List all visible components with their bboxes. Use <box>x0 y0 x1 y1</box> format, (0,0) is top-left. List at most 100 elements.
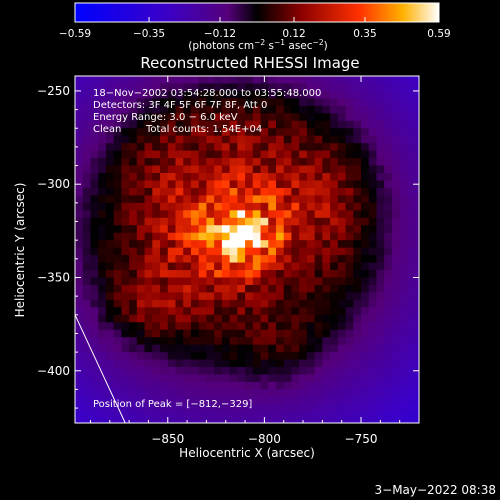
heatmap-cell <box>152 76 161 85</box>
heatmap-cell <box>245 389 254 398</box>
heatmap-cell <box>345 307 354 316</box>
heatmap-cell <box>183 195 192 204</box>
heatmap-cell <box>206 150 215 159</box>
heatmap-cell <box>415 247 419 256</box>
heatmap-cell <box>229 277 238 286</box>
heatmap-cell <box>415 165 419 174</box>
heatmap-cell <box>160 150 169 159</box>
heatmap-cell <box>291 247 300 256</box>
heatmap-cell <box>105 247 115 256</box>
heatmap-cell <box>283 299 293 308</box>
heatmap-cell <box>283 90 293 99</box>
heatmap-cell <box>283 255 293 264</box>
heatmap-cell <box>121 389 130 398</box>
heatmap-cell <box>268 284 277 294</box>
heatmap-cell <box>353 202 362 211</box>
heatmap-cell <box>221 150 231 159</box>
heatmap-cell <box>113 195 122 204</box>
heatmap-cell <box>105 337 115 346</box>
heatmap-cell <box>423 300 431 308</box>
heatmap-cell <box>291 255 300 264</box>
heatmap-cell <box>152 113 161 122</box>
heatmap-cell <box>245 128 254 137</box>
heatmap-cell <box>415 314 419 323</box>
heatmap-cell <box>98 381 107 391</box>
heatmap-cell <box>423 173 431 181</box>
heatmap-cell <box>330 337 339 346</box>
heatmap-cell <box>90 105 99 114</box>
heatmap-cell <box>353 232 362 241</box>
heatmap-cell <box>376 277 385 286</box>
heatmap-cell <box>268 381 277 391</box>
heatmap-cell <box>376 344 385 353</box>
heatmap-cell <box>353 135 362 144</box>
heatmap-cell <box>330 381 339 391</box>
heatmap-cell <box>121 381 130 391</box>
heatmap-cell <box>283 240 293 249</box>
heatmap-cell <box>384 180 393 189</box>
heatmap-cell <box>214 299 223 308</box>
heatmap-cell <box>245 202 254 211</box>
heatmap-cell <box>299 270 308 279</box>
heatmap-cell <box>183 404 192 413</box>
heatmap-cell <box>314 292 323 301</box>
heatmap-cell <box>183 367 192 376</box>
heatmap-cell <box>113 307 122 316</box>
heatmap-cell <box>337 217 347 226</box>
heatmap-cell <box>384 128 393 137</box>
heatmap-cell <box>275 337 285 346</box>
heatmap-cell <box>337 128 347 137</box>
heatmap-cell <box>229 299 238 308</box>
heatmap-cell <box>245 210 254 219</box>
heatmap-cell <box>299 76 308 85</box>
heatmap-cell <box>113 419 122 423</box>
heatmap-cell <box>136 277 146 286</box>
heatmap-cell <box>330 187 339 196</box>
heatmap-cell <box>190 284 200 294</box>
heatmap-cell <box>291 90 300 99</box>
heatmap-cell <box>152 359 161 368</box>
heatmap-cell <box>291 232 300 241</box>
heatmap-cell <box>190 113 200 122</box>
heatmap-cell <box>275 299 285 308</box>
heatmap-cell <box>376 187 385 196</box>
heatmap-cell <box>399 389 409 398</box>
heatmap-cell <box>144 367 153 376</box>
heatmap-cell <box>136 411 146 420</box>
heatmap-cell <box>98 389 107 398</box>
heatmap-cell <box>206 307 215 316</box>
heatmap-cell <box>113 217 122 226</box>
heatmap-cell <box>361 217 370 226</box>
heatmap-cell <box>167 120 177 129</box>
heatmap-cell <box>306 128 316 137</box>
heatmap-cell <box>337 158 347 167</box>
heatmap-cell <box>198 374 208 383</box>
heatmap-cell <box>167 247 177 256</box>
heatmap-cell <box>314 299 323 308</box>
heatmap-cell <box>384 83 393 92</box>
heatmap-cell <box>98 217 107 226</box>
heatmap-cell <box>221 232 231 241</box>
heatmap-cell <box>260 105 269 114</box>
heatmap-cell <box>330 352 339 361</box>
heatmap-cell <box>152 128 161 137</box>
heatmap-cell <box>175 232 184 241</box>
heatmap-cell <box>90 381 99 391</box>
heatmap-cell <box>252 232 262 241</box>
heatmap-cell <box>330 389 339 398</box>
heatmap-cell <box>160 135 169 144</box>
heatmap-cell <box>221 202 231 211</box>
heatmap-cell <box>322 187 331 196</box>
heatmap-cell <box>399 307 409 316</box>
heatmap-cell <box>399 195 409 204</box>
heatmap-cell <box>152 98 161 107</box>
heatmap-cell <box>306 322 316 331</box>
heatmap-cell <box>190 337 200 346</box>
heatmap-cell <box>252 247 262 256</box>
heatmap-cell <box>268 225 277 234</box>
heatmap-cell <box>252 143 262 152</box>
heatmap-cell <box>415 299 419 308</box>
heatmap-cell <box>82 225 92 234</box>
heatmap-cell <box>384 195 393 204</box>
